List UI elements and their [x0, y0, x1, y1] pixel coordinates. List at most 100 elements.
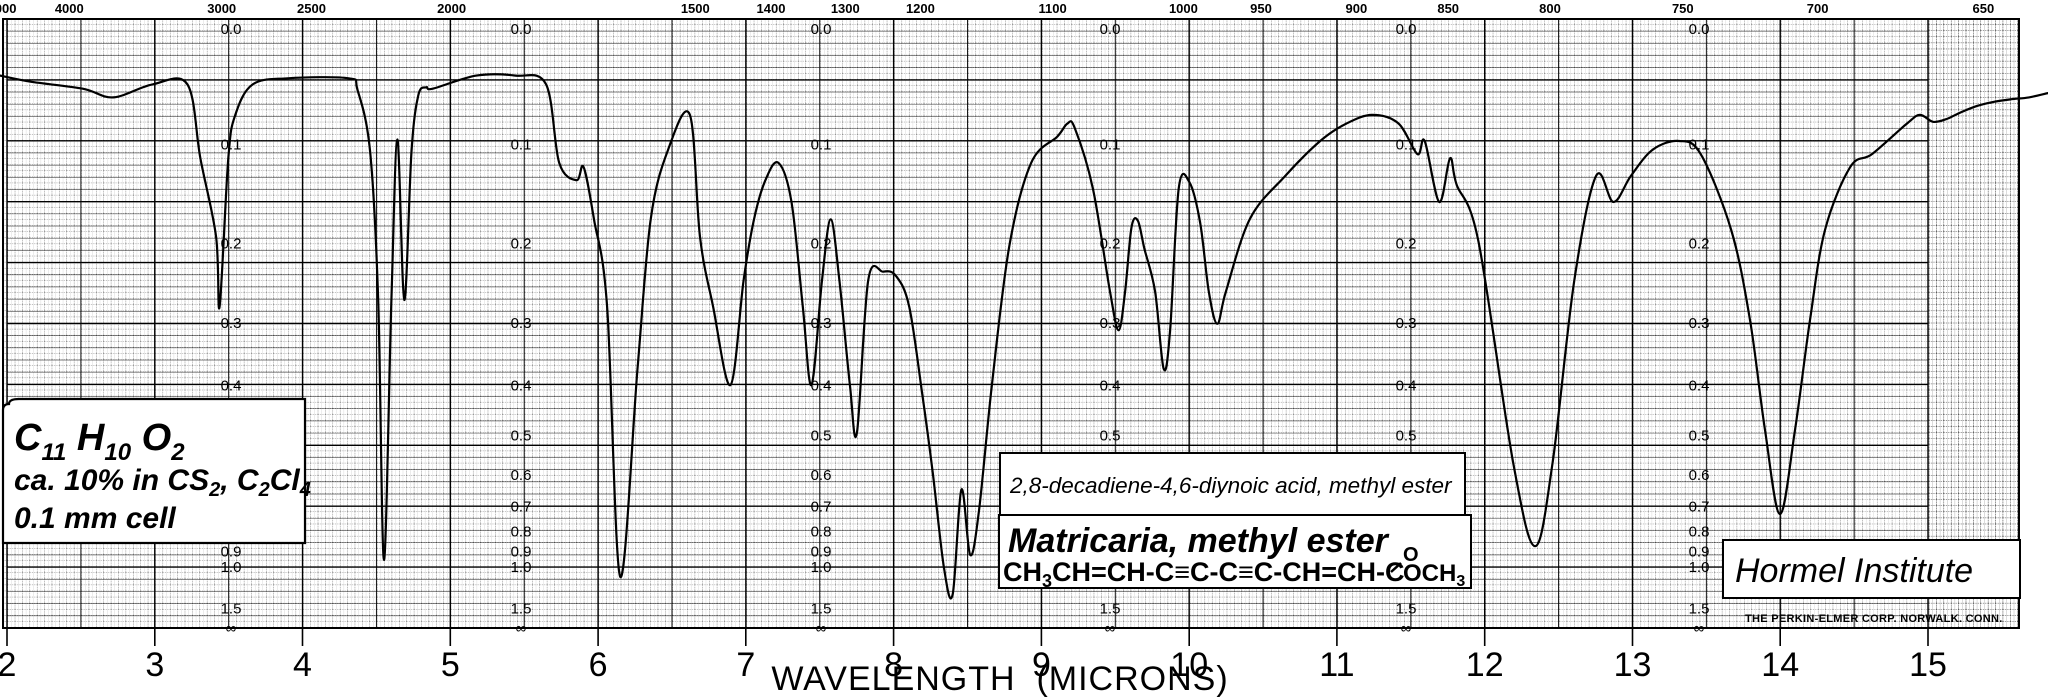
svg-text:0.6: 0.6	[511, 467, 532, 484]
svg-text:0.9: 0.9	[811, 543, 832, 560]
svg-text:0.1: 0.1	[1100, 136, 1121, 153]
svg-text:1.0: 1.0	[1689, 559, 1710, 576]
svg-text:3: 3	[145, 646, 164, 684]
svg-text:0.3: 0.3	[1689, 315, 1710, 332]
svg-text:0.5: 0.5	[811, 427, 832, 444]
svg-text:∞: ∞	[226, 620, 237, 637]
svg-text:0.7: 0.7	[511, 499, 532, 516]
svg-text:1000: 1000	[1169, 1, 1198, 16]
svg-text:1.5: 1.5	[1100, 601, 1121, 618]
svg-text:0.0: 0.0	[1396, 21, 1417, 38]
svg-text:0.5: 0.5	[1396, 427, 1417, 444]
svg-text:0.2: 0.2	[511, 236, 532, 253]
svg-text:0.4: 0.4	[221, 378, 242, 395]
svg-text:1300: 1300	[831, 1, 860, 16]
svg-text:0.1: 0.1	[511, 136, 532, 153]
svg-text:950: 950	[1250, 1, 1272, 16]
svg-text:900: 900	[1346, 1, 1368, 16]
svg-text:6: 6	[589, 646, 608, 684]
svg-text:4: 4	[293, 646, 312, 684]
svg-text:∞: ∞	[1105, 620, 1116, 637]
svg-text:2: 2	[0, 646, 16, 684]
svg-text:CH3CH=CH-C≡C-C≡C-CH=CH-C: CH3CH=CH-C≡C-C≡C-CH=CH-C	[1003, 557, 1405, 591]
svg-text:13: 13	[1614, 646, 1652, 684]
svg-text:0.0: 0.0	[221, 21, 242, 38]
svg-text:1200: 1200	[906, 1, 935, 16]
svg-text:0.2: 0.2	[1396, 236, 1417, 253]
svg-text:0.0: 0.0	[1100, 21, 1121, 38]
svg-text:3000: 3000	[207, 1, 236, 16]
svg-text:0.9: 0.9	[221, 543, 242, 560]
svg-text:0.5: 0.5	[1689, 427, 1710, 444]
svg-text:0.8: 0.8	[1689, 524, 1710, 541]
svg-text:0.3: 0.3	[1396, 315, 1417, 332]
svg-text:650: 650	[1973, 1, 1995, 16]
svg-text:0.9: 0.9	[511, 543, 532, 560]
svg-text:1500: 1500	[681, 1, 710, 16]
svg-text:0.4: 0.4	[1689, 378, 1710, 395]
svg-text:∞: ∞	[816, 620, 827, 637]
svg-text:14: 14	[1761, 646, 1799, 684]
svg-text:0.2: 0.2	[811, 236, 832, 253]
svg-text:0.3: 0.3	[811, 315, 832, 332]
svg-text:11: 11	[1319, 646, 1354, 684]
svg-text:0.0: 0.0	[1689, 21, 1710, 38]
svg-text:1.5: 1.5	[1396, 601, 1417, 618]
svg-text:0.4: 0.4	[811, 378, 832, 395]
svg-text:Matricaria, methyl ester: Matricaria, methyl ester	[1008, 522, 1390, 560]
svg-text:0.0: 0.0	[511, 21, 532, 38]
svg-text:1400: 1400	[757, 1, 786, 16]
svg-text:0.5: 0.5	[511, 427, 532, 444]
svg-text:800: 800	[1539, 1, 1561, 16]
svg-text:0.1: 0.1	[1689, 136, 1710, 153]
svg-text:1100: 1100	[1038, 1, 1066, 16]
svg-text:0.7: 0.7	[811, 499, 832, 516]
svg-text:0.8: 0.8	[511, 524, 532, 541]
svg-text:2000: 2000	[437, 1, 466, 16]
svg-text:1.5: 1.5	[511, 601, 532, 618]
svg-text:700: 700	[1807, 1, 1829, 16]
svg-text:12: 12	[1466, 646, 1504, 684]
svg-text:0.2: 0.2	[1689, 236, 1710, 253]
svg-text:C11 H10 O2: C11 H10 O2	[14, 417, 185, 466]
svg-text:0.3: 0.3	[221, 315, 242, 332]
svg-text:0.1 mm cell: 0.1 mm cell	[14, 502, 176, 535]
svg-text:1.5: 1.5	[1689, 601, 1710, 618]
svg-text:∞: ∞	[1401, 620, 1412, 637]
svg-text:5000: 5000	[0, 1, 16, 16]
svg-text:750: 750	[1672, 1, 1694, 16]
svg-text:0.4: 0.4	[1100, 378, 1121, 395]
svg-text:1.0: 1.0	[811, 559, 832, 576]
svg-text:15: 15	[1909, 646, 1947, 684]
svg-text:0.3: 0.3	[511, 315, 532, 332]
svg-text:0.6: 0.6	[1689, 467, 1710, 484]
svg-text:2500: 2500	[297, 1, 326, 16]
svg-text:0.4: 0.4	[511, 378, 532, 395]
svg-text:WAVELENGTH (MICRONS): WAVELENGTH (MICRONS)	[771, 660, 1228, 698]
svg-text:0.1: 0.1	[1396, 136, 1417, 153]
svg-text:0.1: 0.1	[811, 136, 832, 153]
svg-text:850: 850	[1437, 1, 1459, 16]
svg-text:4000: 4000	[55, 1, 84, 16]
svg-text:2,8-decadiene-4,6-diynoic acid: 2,8-decadiene-4,6-diynoic acid, methyl e…	[1009, 473, 1453, 498]
svg-text:THE PERKIN-ELMER CORP. NORWALK: THE PERKIN-ELMER CORP. NORWALK. CONN.	[1745, 613, 2003, 625]
svg-text:∞: ∞	[516, 620, 527, 637]
svg-text:0.2: 0.2	[221, 236, 242, 253]
svg-text:1.5: 1.5	[811, 601, 832, 618]
svg-text:0.0: 0.0	[811, 21, 832, 38]
svg-text:0.9: 0.9	[1689, 543, 1710, 560]
svg-text:5: 5	[441, 646, 460, 684]
svg-text:0.1: 0.1	[221, 136, 242, 153]
svg-text:1.0: 1.0	[511, 559, 532, 576]
svg-text:Hormel Institute: Hormel Institute	[1735, 552, 1973, 590]
svg-text:0.6: 0.6	[811, 467, 832, 484]
svg-text:0.2: 0.2	[1100, 236, 1121, 253]
svg-text:1.0: 1.0	[221, 559, 242, 576]
svg-text:7: 7	[736, 646, 755, 684]
svg-text:OCH3: OCH3	[1403, 560, 1465, 590]
svg-text:0.4: 0.4	[1396, 378, 1417, 395]
svg-text:0.7: 0.7	[1689, 499, 1710, 516]
svg-text:1.5: 1.5	[221, 601, 242, 618]
svg-text:∞: ∞	[1694, 620, 1705, 637]
svg-text:0.8: 0.8	[811, 524, 832, 541]
